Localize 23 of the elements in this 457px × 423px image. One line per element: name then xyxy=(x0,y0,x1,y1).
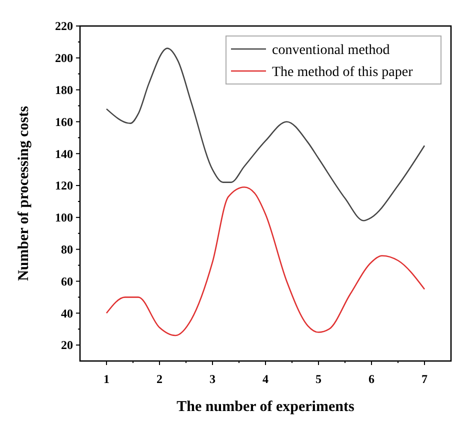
x-tick-label: 1 xyxy=(104,372,110,386)
x-tick-label: 5 xyxy=(316,372,322,386)
x-tick-label: 6 xyxy=(368,372,374,386)
y-tick-label: 80 xyxy=(61,242,73,257)
y-tick-label: 140 xyxy=(55,146,73,161)
line-series xyxy=(106,186,426,336)
x-tick-label: 2 xyxy=(156,372,162,386)
y-tick-label: 120 xyxy=(55,178,73,193)
y-tick-label: 20 xyxy=(61,338,73,352)
legend-label: The method of this paper xyxy=(272,64,414,80)
y-tick-label: 180 xyxy=(55,83,73,98)
y-tick-label: 100 xyxy=(55,210,73,225)
y-tick-label: 200 xyxy=(55,51,73,66)
y-tick-label: 60 xyxy=(61,274,73,288)
x-tick-label: 3 xyxy=(210,372,216,386)
legend-label: conventional method xyxy=(272,42,390,58)
x-axis-title: The number of experiments xyxy=(176,399,354,415)
y-axis-title: Number of processing costs xyxy=(16,106,32,281)
x-tick-label: 4 xyxy=(262,372,268,386)
y-tick-label: 40 xyxy=(61,306,73,320)
x-tick-label: 7 xyxy=(422,372,428,386)
y-tick-label: 220 xyxy=(55,19,73,34)
y-tick-label: 160 xyxy=(55,114,73,129)
